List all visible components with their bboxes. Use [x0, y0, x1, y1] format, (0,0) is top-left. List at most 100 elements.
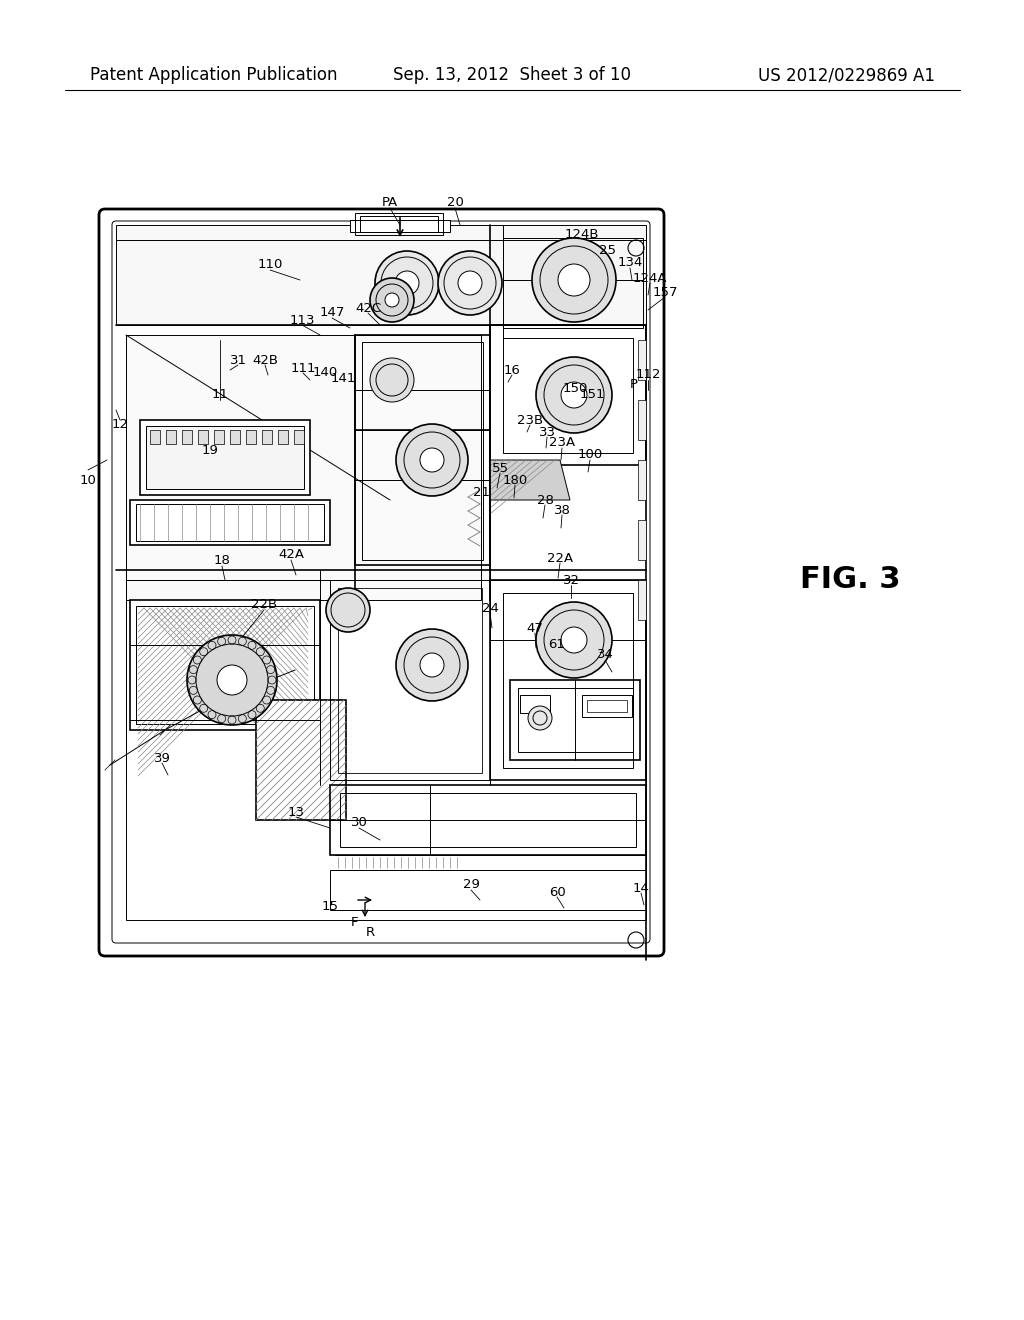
Text: 42B: 42B — [252, 354, 278, 367]
Text: 141: 141 — [331, 371, 355, 384]
Circle shape — [187, 635, 278, 725]
Bar — [503, 593, 633, 768]
Circle shape — [420, 447, 444, 473]
Bar — [503, 338, 633, 453]
Bar — [355, 335, 490, 565]
Text: 39: 39 — [154, 751, 170, 764]
Bar — [126, 579, 646, 920]
Bar — [278, 430, 288, 444]
Text: 38: 38 — [554, 503, 570, 516]
Polygon shape — [490, 459, 570, 500]
Text: 180: 180 — [503, 474, 527, 487]
Bar — [638, 341, 646, 380]
Circle shape — [420, 653, 444, 677]
Text: 150: 150 — [562, 381, 588, 395]
Text: 42C: 42C — [355, 301, 381, 314]
Text: 22A: 22A — [547, 552, 573, 565]
Text: 23A: 23A — [549, 437, 575, 450]
Text: 30: 30 — [350, 817, 368, 829]
Bar — [330, 785, 646, 855]
Bar — [362, 342, 483, 560]
Circle shape — [438, 251, 502, 315]
Text: 34: 34 — [597, 648, 613, 661]
Text: 47: 47 — [526, 622, 544, 635]
Bar — [166, 430, 176, 444]
Bar — [294, 430, 304, 444]
Text: 100: 100 — [578, 449, 603, 462]
Circle shape — [217, 665, 247, 696]
Text: US 2012/0229869 A1: US 2012/0229869 A1 — [758, 66, 935, 84]
Circle shape — [395, 271, 419, 294]
Text: P: P — [630, 379, 638, 392]
Circle shape — [326, 587, 370, 632]
Text: 124B: 124B — [565, 228, 599, 242]
Circle shape — [532, 238, 616, 322]
Bar — [350, 220, 450, 232]
Bar — [360, 216, 438, 232]
Bar — [518, 688, 633, 752]
Bar — [638, 520, 646, 560]
Text: F: F — [351, 916, 358, 928]
Bar — [198, 430, 208, 444]
Bar — [262, 430, 272, 444]
Text: 61: 61 — [549, 638, 565, 651]
Text: 60: 60 — [549, 886, 565, 899]
Text: Sep. 13, 2012  Sheet 3 of 10: Sep. 13, 2012 Sheet 3 of 10 — [393, 66, 631, 84]
Circle shape — [370, 279, 414, 322]
Bar — [150, 430, 160, 444]
Circle shape — [385, 293, 399, 308]
Text: 11: 11 — [212, 388, 228, 401]
Text: 28: 28 — [537, 494, 553, 507]
Bar — [638, 579, 646, 620]
Bar — [490, 579, 646, 780]
Bar — [146, 426, 304, 488]
Text: PA: PA — [382, 195, 398, 209]
Text: Patent Application Publication: Patent Application Publication — [90, 66, 338, 84]
Circle shape — [536, 356, 612, 433]
Text: 134: 134 — [617, 256, 643, 269]
Text: 55: 55 — [492, 462, 509, 474]
Circle shape — [561, 381, 587, 408]
Circle shape — [396, 424, 468, 496]
Text: 112: 112 — [635, 368, 660, 381]
Text: 32: 32 — [562, 573, 580, 586]
Bar — [246, 430, 256, 444]
Circle shape — [396, 630, 468, 701]
Text: 18: 18 — [214, 553, 230, 566]
Bar — [140, 420, 310, 495]
Text: 151: 151 — [580, 388, 605, 401]
Bar — [214, 430, 224, 444]
Bar — [116, 224, 646, 325]
Text: 113: 113 — [289, 314, 314, 326]
Circle shape — [536, 602, 612, 678]
Text: 22B: 22B — [251, 598, 278, 611]
Bar — [510, 680, 640, 760]
Bar — [587, 700, 627, 711]
Bar — [182, 430, 193, 444]
Text: FIG. 3: FIG. 3 — [800, 565, 900, 594]
Text: 124A: 124A — [633, 272, 668, 285]
Text: 31: 31 — [229, 354, 247, 367]
Bar — [638, 400, 646, 440]
Bar — [638, 459, 646, 500]
Text: 19: 19 — [202, 444, 218, 457]
FancyBboxPatch shape — [99, 209, 664, 956]
Bar — [130, 500, 330, 545]
Text: 29: 29 — [463, 879, 479, 891]
Circle shape — [375, 251, 439, 315]
Text: 147: 147 — [319, 306, 345, 319]
Bar — [126, 335, 481, 601]
Text: 157: 157 — [652, 285, 678, 298]
Bar — [355, 213, 443, 235]
Text: 33: 33 — [539, 425, 555, 438]
Circle shape — [458, 271, 482, 294]
Bar — [136, 606, 314, 723]
Text: 16: 16 — [504, 363, 520, 376]
Circle shape — [558, 264, 590, 296]
Bar — [520, 696, 550, 713]
Bar — [136, 504, 324, 541]
Bar — [340, 793, 636, 847]
Bar — [130, 601, 319, 730]
Text: 23B: 23B — [517, 413, 543, 426]
Text: 111: 111 — [290, 362, 315, 375]
